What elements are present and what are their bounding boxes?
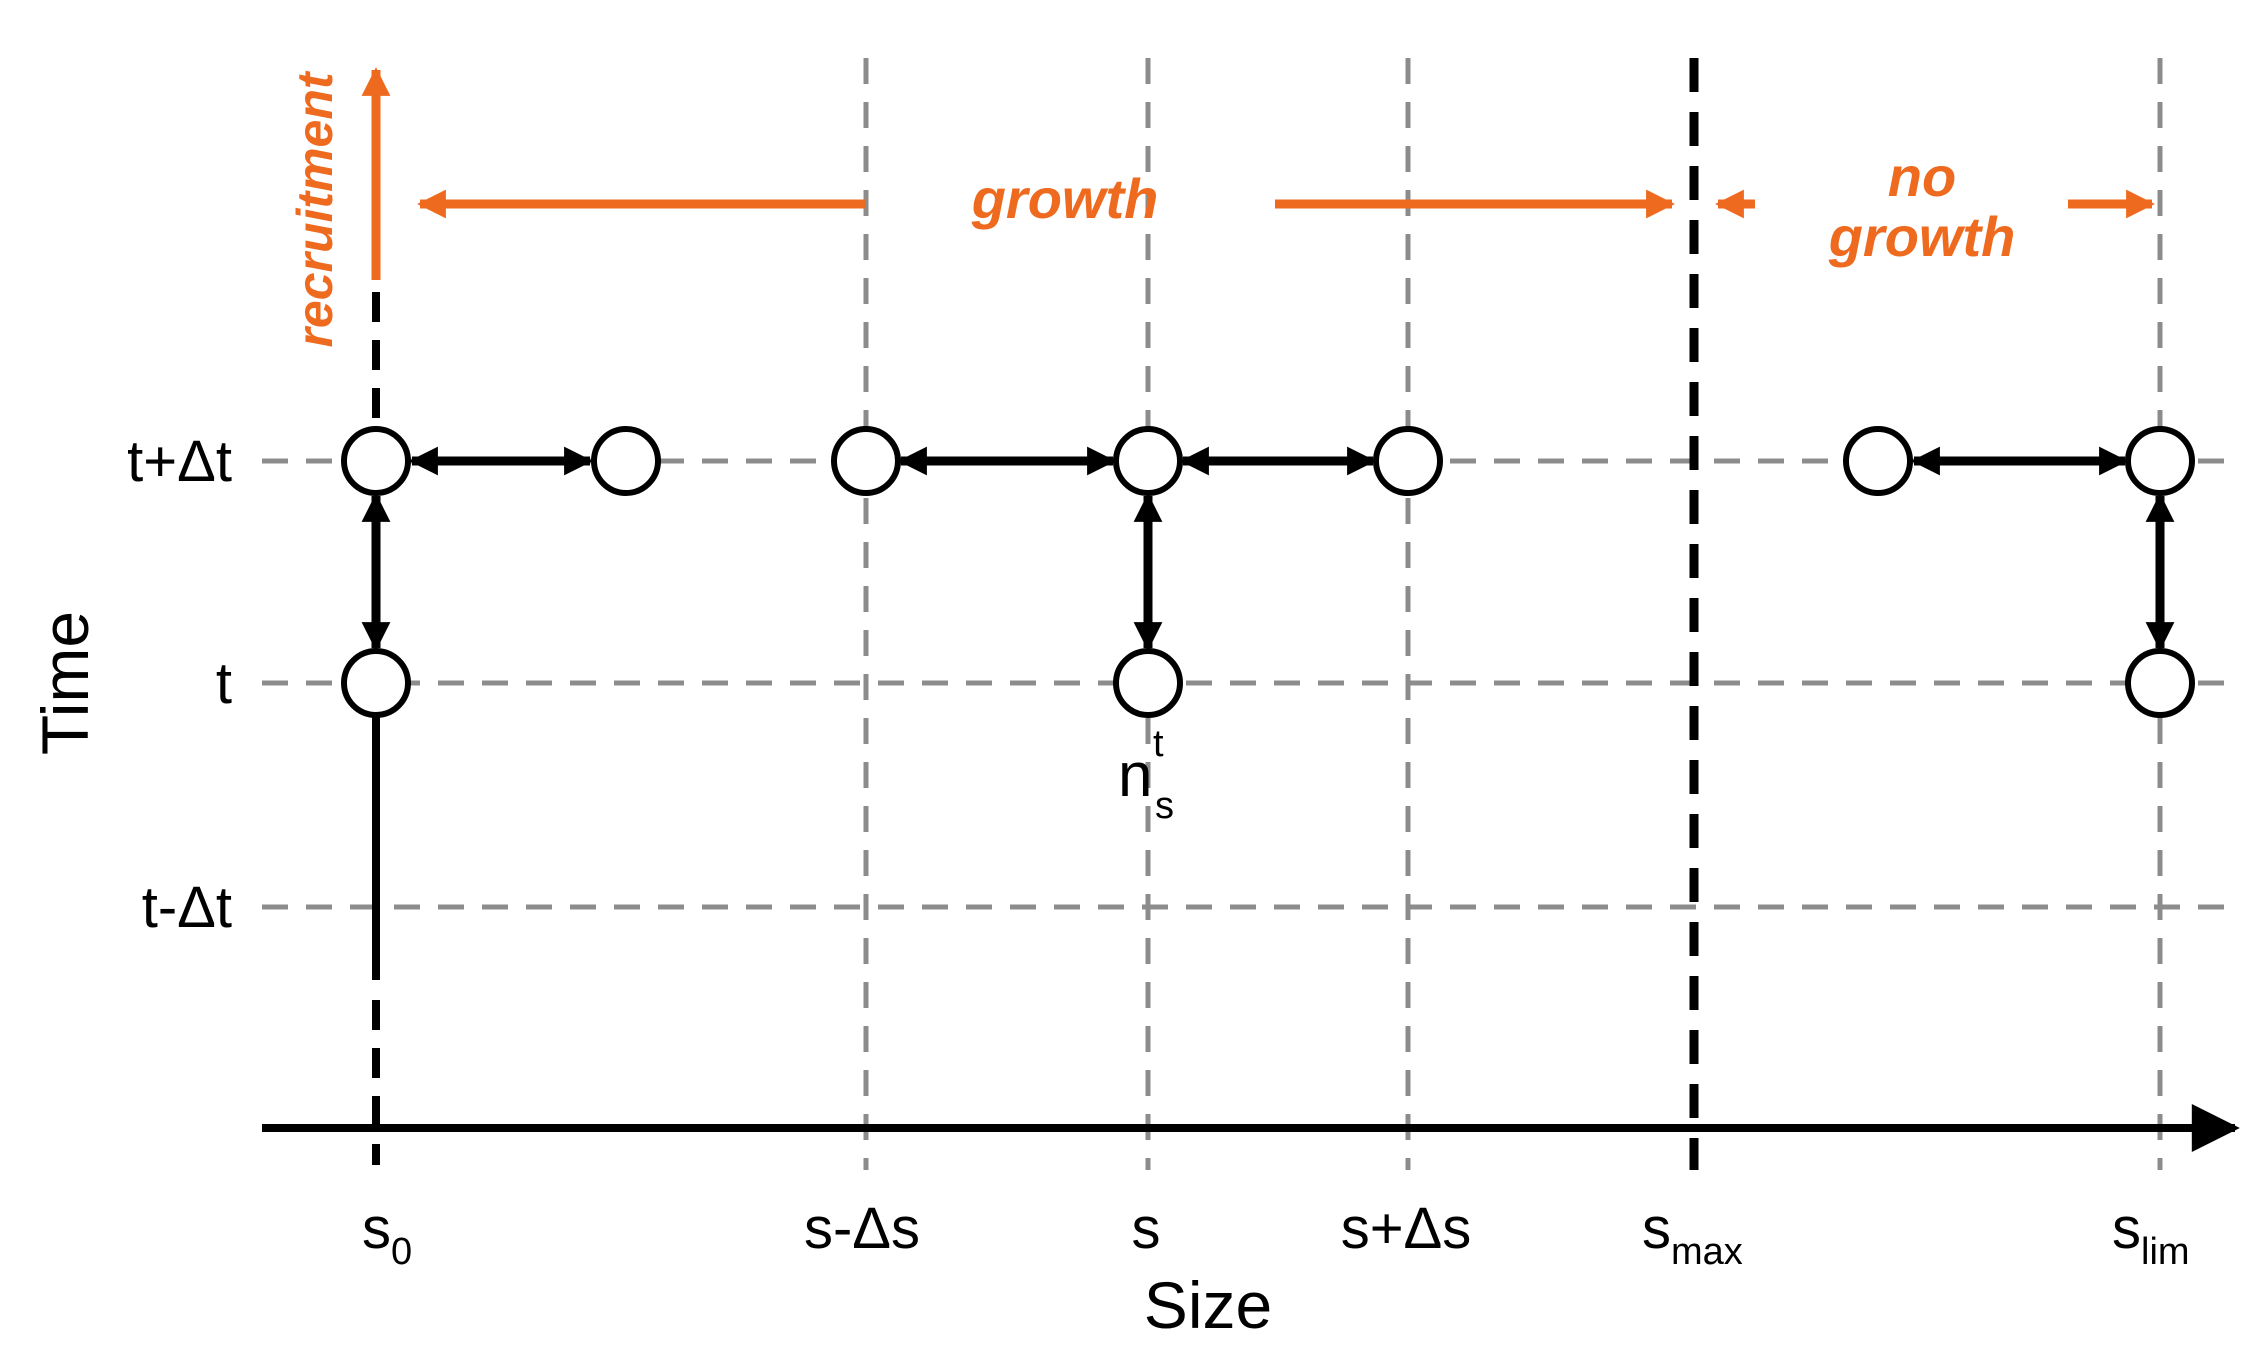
size-label-smax: smax — [1642, 1196, 1743, 1273]
y-axis-title: Time — [28, 611, 102, 755]
recruitment-label: recruitment — [287, 70, 343, 347]
node-slim-t — [2125, 648, 2195, 718]
no-growth-label-line1: no — [1888, 145, 1956, 208]
node-label-n: n — [1118, 741, 1152, 810]
time-label-t: t — [216, 651, 232, 716]
orange-annotations — [361, 67, 2155, 280]
node-label-sup: t — [1153, 723, 1164, 765]
size-label-s: s — [1132, 1196, 1161, 1261]
time-gridlines — [262, 458, 2240, 910]
size-gridlines — [863, 58, 2163, 1170]
time-label-t-plus: t+Δt — [127, 429, 232, 494]
transition-arrows — [361, 446, 2175, 651]
time-label-t-minus: t-Δt — [142, 875, 232, 940]
no-growth-label-line2: growth — [1828, 205, 2016, 268]
nodes — [341, 426, 2195, 718]
x-axis-title: Size — [1144, 1268, 1272, 1342]
size-label-s-plus: s+Δs — [1341, 1196, 1472, 1261]
node-s-plus-t-plus — [1373, 426, 1443, 496]
node-label-sub: s — [1155, 785, 1174, 827]
size-label-s0: s0 — [362, 1196, 412, 1273]
node-pre-slim-t-plus — [1843, 426, 1913, 496]
node-s-minus-t-plus — [831, 426, 901, 496]
size-label-slim: slim — [2112, 1196, 2190, 1273]
node-s-t-plus — [1113, 426, 1183, 496]
growth-label: growth — [971, 167, 1159, 230]
node-s-t — [1113, 648, 1183, 718]
node-s0-t-plus — [341, 426, 411, 496]
node-s0-t — [341, 648, 411, 718]
node-s0-plus-t-plus — [591, 426, 661, 496]
size-label-s-minus: s-Δs — [804, 1196, 920, 1261]
node-slim-t-plus — [2125, 426, 2195, 496]
